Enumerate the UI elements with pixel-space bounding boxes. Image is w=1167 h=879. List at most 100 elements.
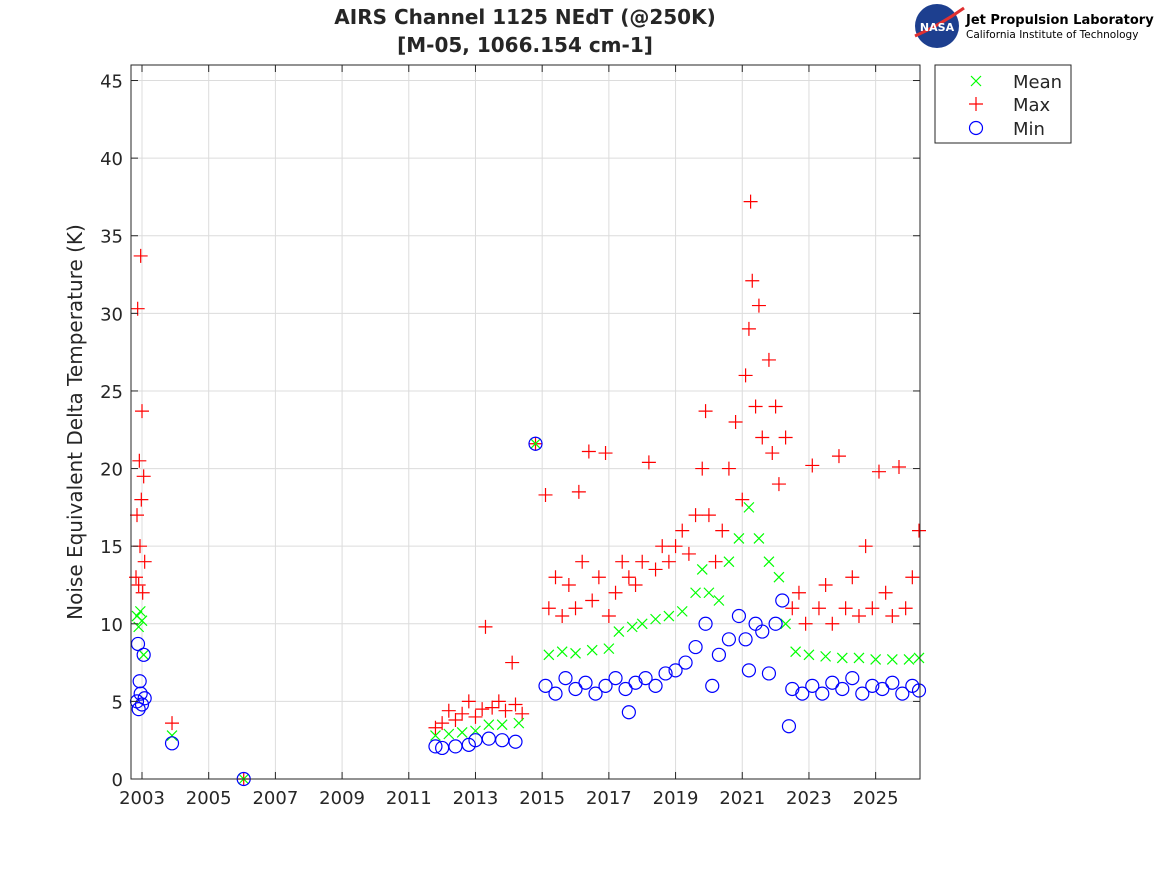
- data-point-mean: [790, 646, 802, 658]
- data-point-mean: [650, 613, 661, 625]
- data-point-max: [785, 601, 800, 616]
- data-point-mean: [676, 605, 688, 617]
- data-point-min: [528, 436, 543, 451]
- data-point-max: [621, 570, 636, 585]
- series-mean: [131, 438, 925, 785]
- data-point-max: [561, 577, 576, 592]
- data-point-max: [485, 700, 500, 715]
- data-point-max: [791, 585, 806, 600]
- data-point-max: [818, 577, 833, 592]
- series-min: [129, 436, 927, 787]
- data-point-mean: [483, 719, 495, 731]
- data-point-min: [638, 671, 653, 686]
- data-point-min: [481, 731, 496, 746]
- data-point-mean: [543, 649, 555, 661]
- data-point-min: [705, 678, 720, 693]
- data-points: [129, 194, 927, 787]
- data-point-min: [134, 697, 150, 712]
- data-point-min: [865, 678, 880, 693]
- data-point-max: [825, 616, 840, 631]
- data-point-max: [661, 554, 676, 569]
- data-point-mean: [853, 652, 865, 664]
- data-point-min: [130, 636, 146, 652]
- data-point-min: [678, 655, 693, 670]
- data-point-min: [558, 671, 573, 686]
- data-point-mean: [556, 646, 568, 658]
- data-point-max: [851, 609, 866, 624]
- data-point-mean: [530, 438, 541, 450]
- data-point-max: [728, 415, 743, 429]
- data-point-max: [541, 601, 556, 616]
- jpl-subtitle: California Institute of Technology: [966, 29, 1138, 41]
- data-point-max: [898, 601, 913, 616]
- data-point-max: [721, 461, 736, 476]
- data-point-max: [137, 554, 152, 569]
- data-point-max: [585, 593, 600, 608]
- legend-label-min: Min: [1013, 119, 1045, 140]
- data-point-max: [748, 399, 763, 414]
- nasa-wordmark: NASA: [920, 21, 955, 34]
- data-point-mean: [690, 587, 701, 599]
- data-point-max: [681, 546, 696, 561]
- data-point-max: [165, 716, 180, 731]
- x-tick-label: 2007: [252, 788, 298, 809]
- data-point-min: [721, 632, 737, 647]
- legend-box: [934, 64, 1072, 144]
- data-point-mean: [903, 654, 915, 665]
- data-point-max: [475, 702, 490, 717]
- data-point-min: [875, 681, 890, 697]
- data-point-mean: [713, 595, 725, 606]
- legend-marker-mean: [970, 75, 982, 87]
- data-point-min: [815, 686, 830, 701]
- data-point-mean: [663, 610, 675, 622]
- data-point-min: [548, 686, 563, 701]
- data-point-max: [743, 194, 758, 209]
- data-point-mean: [870, 654, 882, 665]
- legend-label-mean: Mean: [1013, 72, 1062, 93]
- data-point-max: [735, 492, 750, 507]
- data-point-min: [741, 663, 757, 678]
- data-point-min: [133, 686, 148, 701]
- y-tick-label: 5: [112, 692, 123, 713]
- data-point-mean: [603, 643, 615, 655]
- data-point-max: [568, 601, 583, 616]
- data-point-mean: [696, 564, 708, 575]
- data-point-max: [755, 430, 770, 445]
- y-axis-label: Noise Equivalent Delta Temperature (K): [63, 224, 87, 620]
- data-point-min: [137, 691, 152, 706]
- data-point-max: [891, 460, 906, 475]
- data-point-max: [538, 487, 553, 502]
- data-point-max: [135, 585, 150, 600]
- data-point-mean: [886, 654, 898, 665]
- data-point-min: [698, 616, 713, 631]
- data-point-min: [768, 616, 783, 631]
- data-point-max: [441, 703, 456, 718]
- data-point-mean: [723, 556, 735, 568]
- data-point-min: [755, 624, 770, 639]
- jpl-logo: NASA Jet Propulsion Laboratory Californi…: [914, 4, 1154, 48]
- data-point-max: [601, 609, 616, 624]
- data-point-max: [831, 449, 846, 464]
- data-point-max: [548, 570, 563, 585]
- data-point-max: [131, 577, 146, 592]
- data-point-max: [798, 616, 813, 631]
- data-point-max: [448, 713, 463, 728]
- data-point-mean: [820, 650, 832, 662]
- y-tick-label: 30: [100, 304, 123, 325]
- chart-title: AIRS Channel 1125 NEdT (@250K): [334, 5, 715, 29]
- data-point-max: [136, 469, 151, 484]
- y-tick-label: 25: [100, 382, 123, 403]
- data-point-min: [495, 733, 510, 748]
- legend-marker-min: [968, 120, 984, 136]
- x-tick-label: 2003: [119, 788, 165, 809]
- data-point-min: [136, 647, 151, 662]
- data-point-min: [668, 663, 683, 678]
- data-point-min: [795, 686, 810, 701]
- data-point-min: [845, 671, 860, 686]
- data-point-max: [905, 570, 920, 585]
- data-point-max: [771, 477, 786, 492]
- legend-label-max: Max: [1013, 95, 1051, 116]
- data-point-max: [778, 430, 793, 445]
- data-point-max: [641, 455, 656, 470]
